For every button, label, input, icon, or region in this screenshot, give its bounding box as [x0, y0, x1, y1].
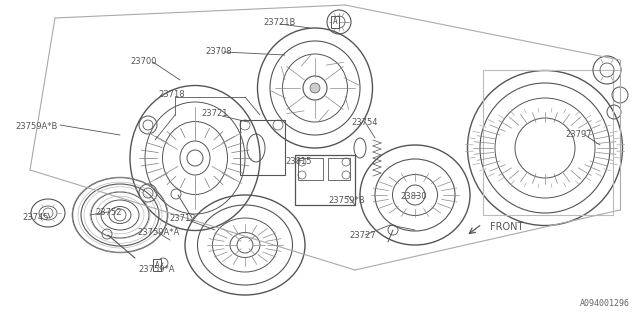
- Circle shape: [310, 83, 320, 93]
- Text: 23708: 23708: [205, 47, 232, 56]
- Text: 23700: 23700: [130, 57, 157, 66]
- Text: 23727: 23727: [349, 231, 376, 240]
- Text: 23759A*B: 23759A*B: [15, 122, 58, 131]
- Text: 23797: 23797: [565, 130, 591, 139]
- Bar: [328, 158, 350, 180]
- Text: 23830: 23830: [400, 192, 427, 201]
- Bar: [298, 158, 323, 180]
- Text: 23759A*A: 23759A*A: [137, 228, 179, 237]
- Text: 23759*B: 23759*B: [328, 196, 365, 205]
- Text: 23752: 23752: [95, 208, 122, 217]
- Text: A: A: [155, 260, 159, 269]
- Text: 23759*A: 23759*A: [138, 265, 175, 274]
- Text: FRONT: FRONT: [490, 222, 524, 232]
- Text: 23721: 23721: [201, 109, 227, 118]
- Bar: [240, 120, 285, 175]
- Text: 23718: 23718: [158, 90, 184, 99]
- Text: 23745: 23745: [22, 213, 49, 222]
- Text: 23754: 23754: [351, 118, 378, 127]
- Text: A: A: [333, 18, 337, 27]
- Bar: [295, 155, 355, 205]
- Text: 23712: 23712: [169, 214, 195, 223]
- Bar: [483, 70, 613, 215]
- Text: 23721B: 23721B: [263, 18, 296, 27]
- Text: A094001296: A094001296: [580, 299, 630, 308]
- Text: 23815: 23815: [285, 157, 312, 166]
